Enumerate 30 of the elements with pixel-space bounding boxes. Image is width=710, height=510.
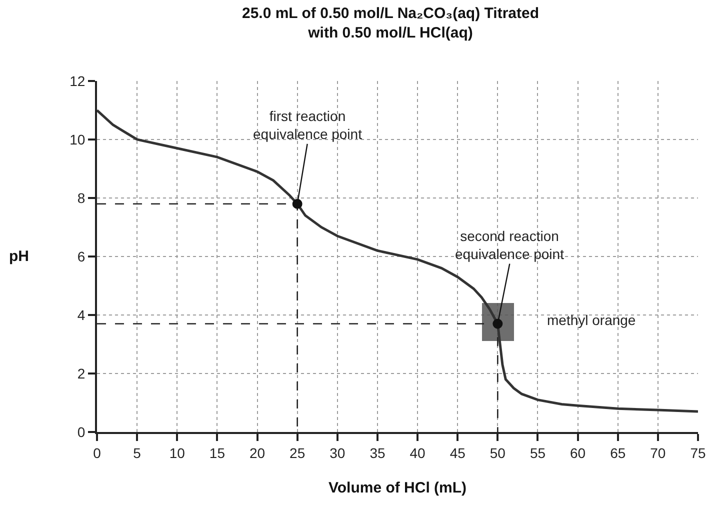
y-tick-label: 8 [77,190,86,206]
y-axis-title: pH [9,248,29,265]
x-tick-label: 45 [450,444,466,461]
y-tick-label: 6 [77,248,86,264]
annotation: second reaction equivalence point [455,228,564,262]
y-tick-label: 12 [70,72,86,89]
x-tick-label: 25 [290,444,306,461]
x-tick-label: 75 [690,444,706,461]
chart-title: 25.0 mL of 0.50 mol/L Na₂CO₃(aq) Titrated with 0.50 mol/L HCl(aq) [242,5,540,42]
x-tick-label: 20 [249,444,266,461]
x-axis-title: Volume of HCl (mL) [328,479,467,496]
x-tick-label: 10 [169,444,186,461]
y-tick-label: 10 [70,131,86,148]
y-tick-label: 0 [77,424,86,440]
x-tick-label: 55 [530,444,546,461]
x-tick-label: 30 [330,444,346,461]
x-tick-label: 50 [490,444,506,461]
y-tick-label: 4 [77,306,86,323]
x-tick-label: 65 [610,444,626,461]
x-tick-label: 0 [93,444,102,461]
x-tick-label: 40 [410,444,426,461]
y-tick-label: 2 [77,365,86,382]
x-tick-label: 5 [133,444,142,461]
x-tick-label: 70 [650,444,666,461]
annotation: methyl orange [547,312,636,328]
x-tick-label: 35 [370,444,386,461]
line-series [97,109,698,413]
x-tick-label: 15 [209,444,226,461]
annotation: first reaction equivalence point [253,108,362,142]
x-tick-label: 60 [570,444,586,461]
